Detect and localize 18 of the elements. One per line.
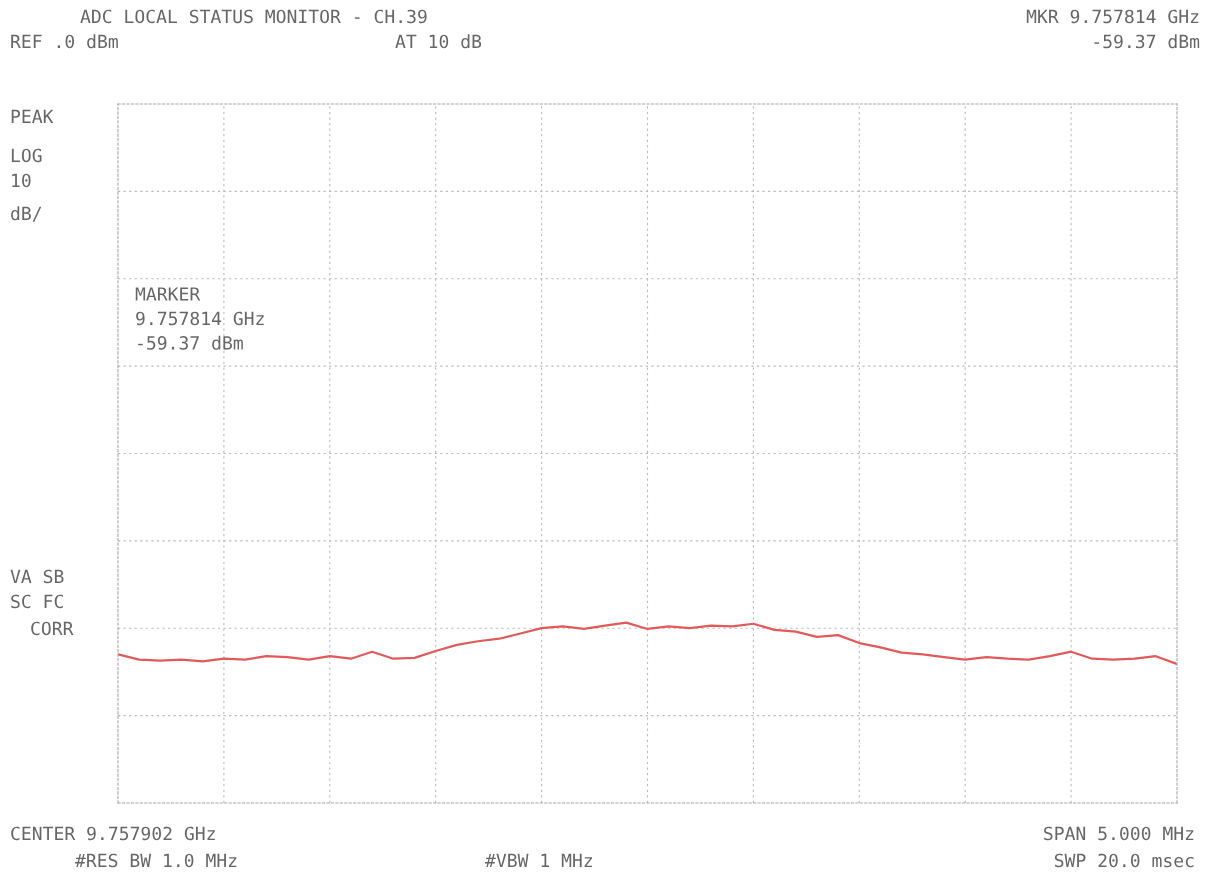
text: dB/ <box>11 206 42 222</box>
text: LOG <box>11 148 42 163</box>
text: CORR <box>31 621 74 636</box>
text: SWP 20.0 msec <box>1054 853 1194 868</box>
text: AT 10 dB <box>395 34 482 49</box>
text: 10 <box>12 173 31 188</box>
text: #VBW 1 MHz <box>485 853 592 868</box>
text: SC FC <box>11 594 63 609</box>
chart-title: ADC LOCAL STATUS MONITOR - CH.39 <box>80 9 427 24</box>
text: REF .0 dBm <box>11 34 118 49</box>
text: -59.37 dBm <box>1094 34 1200 49</box>
text: CENTER 9.757902 GHz <box>11 826 215 841</box>
text: VA SB <box>10 569 64 584</box>
text: SPAN 5.000 MHz <box>1044 826 1194 841</box>
text: #RES BW 1.0 MHz <box>75 853 237 868</box>
text: PEAK <box>11 109 54 124</box>
text: MARKER 9.757814 GHz -59.37 dBm <box>135 287 264 350</box>
text: MKR 9.757814 GHz <box>1026 9 1199 24</box>
